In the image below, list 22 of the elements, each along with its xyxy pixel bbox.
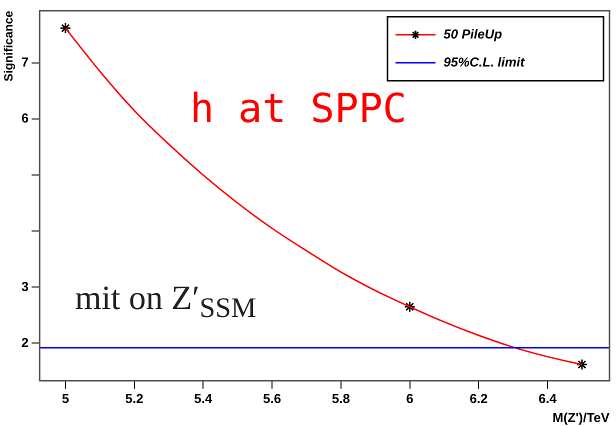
x-tick-label: 5.2 xyxy=(125,391,144,406)
x-tick-label: 6 xyxy=(406,391,414,406)
y-tick-label: 3 xyxy=(21,278,29,294)
y-tick-label: 6 xyxy=(21,110,29,126)
x-tick-label: 6.4 xyxy=(538,391,558,406)
x-axis-title: M(Z')/TeV xyxy=(552,410,610,425)
legend-label: 95%C.L. limit xyxy=(444,54,526,70)
point xyxy=(404,301,416,313)
point xyxy=(576,358,588,370)
x-tick-label: 5.6 xyxy=(263,391,282,406)
y-axis-title: Significance xyxy=(2,10,16,82)
x-tick-label: 6.2 xyxy=(470,391,488,406)
point xyxy=(60,22,72,34)
legend-label: 50 PileUp xyxy=(444,26,502,42)
x-tick-label: 5.4 xyxy=(194,391,213,406)
x-tick-label: 5.8 xyxy=(332,391,350,406)
line-series xyxy=(64,27,583,366)
y-tick-label: 2 xyxy=(21,334,29,350)
x-tick-label: 5 xyxy=(62,391,70,406)
annotation: mit on Z′$_{SSM}$ xyxy=(75,280,256,325)
y-tick-label: 7 xyxy=(21,54,29,70)
annotation: h at SPPC xyxy=(190,86,407,132)
